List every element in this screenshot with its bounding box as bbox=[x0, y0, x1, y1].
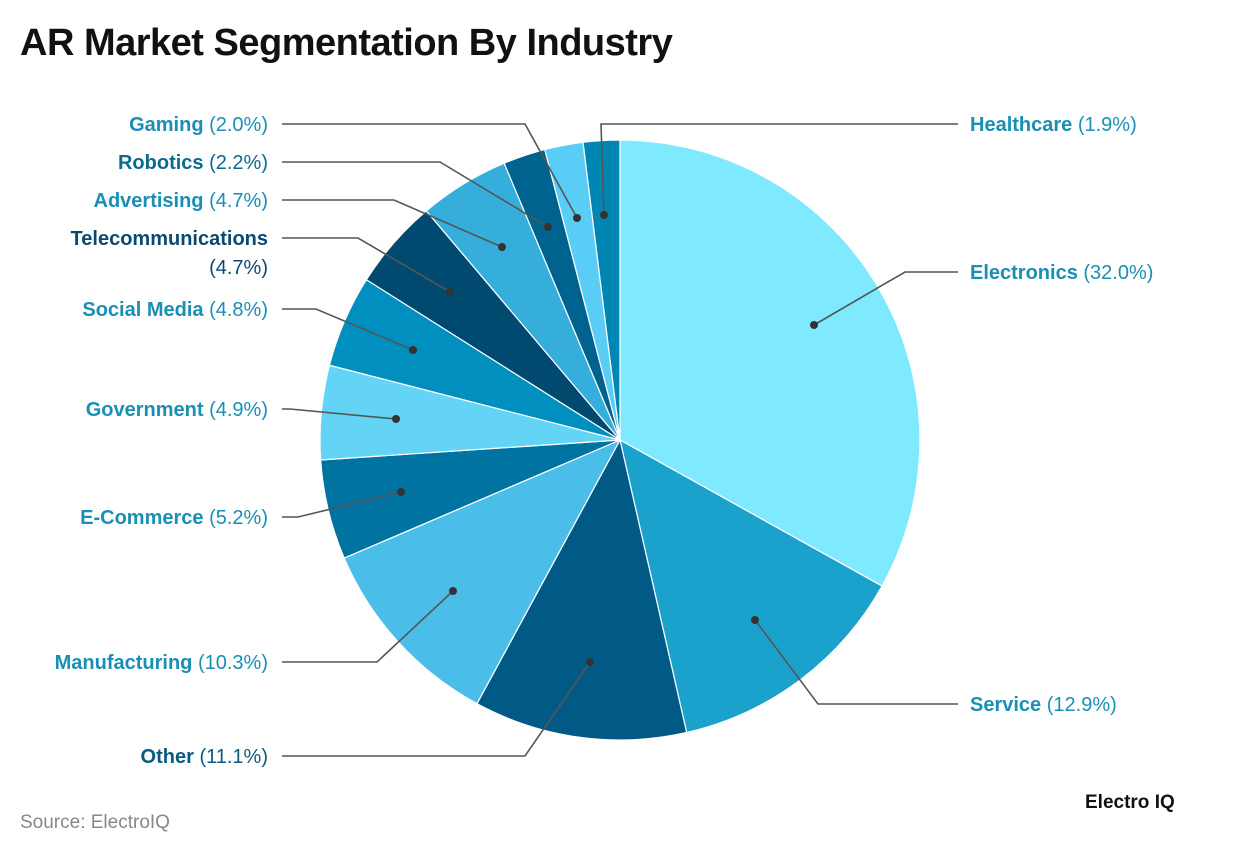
slice-label-pct: (32.0%) bbox=[1078, 262, 1154, 284]
leader-dot bbox=[810, 321, 818, 329]
source-note: Source: ElectroIQ bbox=[20, 812, 170, 833]
slice-label: Robotics (2.2%) bbox=[118, 152, 268, 174]
slice-label: E-Commerce (5.2%) bbox=[80, 507, 268, 529]
leader-line bbox=[282, 123, 578, 219]
leader-line bbox=[813, 271, 958, 326]
slice-label-name: Service bbox=[970, 694, 1041, 716]
slice-label: Government (4.9%) bbox=[86, 399, 268, 421]
slice-label-pct: (4.8%) bbox=[204, 299, 268, 321]
slice-label: Telecommunications bbox=[71, 228, 268, 250]
chart-title: AR Market Segmentation By Industry bbox=[20, 22, 673, 64]
leader-dot bbox=[751, 616, 759, 624]
leader-line bbox=[282, 161, 549, 228]
leader-line bbox=[282, 308, 414, 351]
slice-label-pct: (12.9%) bbox=[1041, 694, 1117, 716]
slice-label: Electronics (32.0%) bbox=[970, 262, 1153, 284]
slice-label-pct: (5.2%) bbox=[204, 507, 268, 529]
slice-label-pct: (1.9%) bbox=[1072, 114, 1136, 136]
leader-dot bbox=[544, 223, 552, 231]
slice-label-name: Electronics bbox=[970, 262, 1078, 284]
leader-dot bbox=[573, 214, 581, 222]
slice-label-pct: (4.9%) bbox=[204, 399, 268, 421]
slice-label-name: Other bbox=[141, 746, 195, 768]
slice-label-pct: (11.1%) bbox=[194, 746, 268, 768]
brand-logo: Electro IQ bbox=[1085, 792, 1175, 813]
leader-line bbox=[282, 199, 503, 248]
slice-label: Advertising (4.7%) bbox=[94, 190, 269, 212]
slice-label-name: Gaming bbox=[129, 114, 203, 136]
slice-label-pct: (10.3%) bbox=[192, 652, 268, 674]
leader-line bbox=[282, 237, 451, 293]
leader-dot bbox=[397, 488, 405, 496]
slice-label-name: Robotics bbox=[118, 152, 204, 174]
slice-label-pct: (4.7%) bbox=[209, 257, 268, 279]
leader-line bbox=[282, 590, 454, 663]
slice-label-name: Manufacturing bbox=[55, 652, 193, 674]
slice-label-name: Healthcare bbox=[970, 114, 1072, 136]
leader-dot bbox=[446, 288, 454, 296]
leader-dot bbox=[449, 587, 457, 595]
slice-label-name: Telecommunications bbox=[71, 228, 268, 250]
slice-label-name: Government bbox=[86, 399, 204, 421]
leader-dot bbox=[586, 658, 594, 666]
leader-dot bbox=[600, 211, 608, 219]
slice-label-pct: (2.0%) bbox=[204, 114, 268, 136]
slice-label: Healthcare (1.9%) bbox=[970, 114, 1137, 136]
slice-label: Service (12.9%) bbox=[970, 694, 1117, 716]
leader-line bbox=[600, 123, 958, 216]
leader-line bbox=[282, 661, 591, 757]
leader-dot bbox=[498, 243, 506, 251]
slice-label: Other (11.1%) bbox=[141, 746, 268, 768]
pie-slice-other bbox=[476, 438, 688, 741]
slice-label-name: Advertising bbox=[94, 190, 204, 212]
leader-line bbox=[282, 491, 402, 518]
slice-label: Social Media (4.8%) bbox=[82, 299, 268, 321]
leader-dot bbox=[409, 346, 417, 354]
slice-label: Manufacturing (10.3%) bbox=[55, 652, 268, 674]
slice-label-pct: (4.7%) bbox=[204, 190, 268, 212]
slice-label-name: E-Commerce bbox=[80, 507, 203, 529]
slice-label-pct: (2.2%) bbox=[204, 152, 268, 174]
slice-label-name: Social Media bbox=[82, 299, 204, 321]
leader-line bbox=[282, 408, 397, 420]
leader-line bbox=[754, 619, 958, 705]
leader-dot bbox=[392, 415, 400, 423]
slice-label: Gaming (2.0%) bbox=[129, 114, 268, 136]
